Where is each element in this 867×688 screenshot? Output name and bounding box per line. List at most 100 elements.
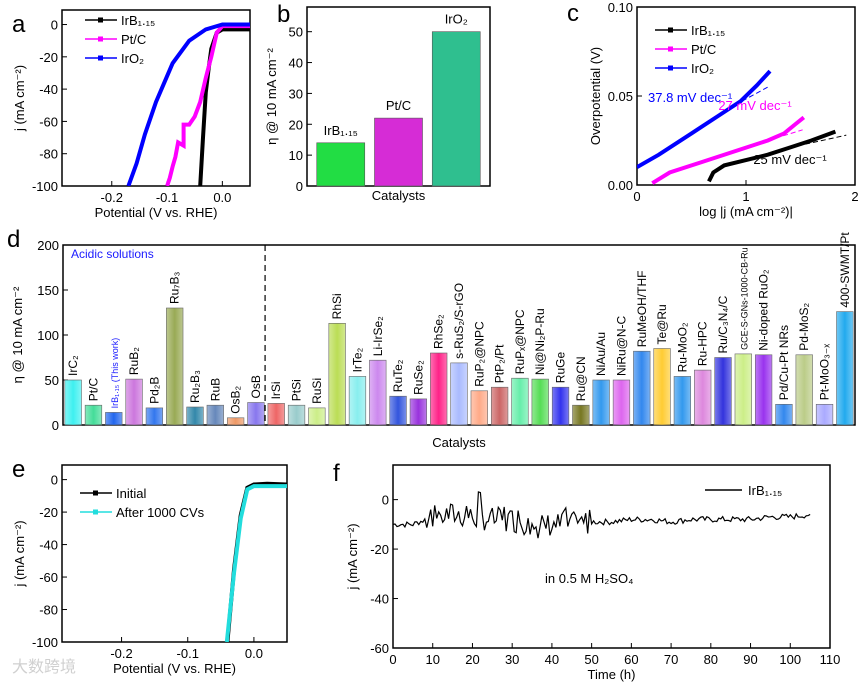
y-tick-label: 0 xyxy=(51,18,58,33)
tafel-slope-annotation: 25 mV dec⁻¹ xyxy=(753,152,827,167)
tafel-slope-annotation: 27 mV dec⁻¹ xyxy=(718,98,792,113)
bar-RuTe₂ xyxy=(389,395,407,426)
y-axis-label: η @ 10 mA cm⁻² xyxy=(10,286,25,383)
bar-RuSe₂ xyxy=(409,398,428,426)
y-tick-label: -80 xyxy=(39,147,58,162)
plot-frame xyxy=(636,6,856,186)
bar-Ni-doped RuO₂ xyxy=(754,354,773,426)
y-tick-label: -60 xyxy=(39,114,58,129)
y-tick-label: 50 xyxy=(45,373,59,388)
y-axis-label: j (mA cm⁻²) xyxy=(345,523,360,590)
panel-d-comparison-bar-chart: d 0 50 100 150 200 Catalysts η @ 10 mA cm⁻² IrC₂… xyxy=(7,226,856,450)
panel-label: a xyxy=(12,11,26,38)
y-tick-label: 200 xyxy=(37,238,59,253)
y-tick-label: 30 xyxy=(289,86,303,101)
bar-NiRu@N-C xyxy=(612,379,631,426)
legend-label: After 1000 CVs xyxy=(116,505,205,520)
fit-line xyxy=(767,129,803,141)
x-tick-label: 100 xyxy=(779,652,801,667)
bar-PtSi xyxy=(287,404,306,426)
bar-label: RuSi xyxy=(310,378,324,404)
legend-marker xyxy=(98,17,103,23)
bar-label: Pt/C xyxy=(386,98,411,113)
legend-marker xyxy=(668,65,673,71)
y-tick-label: -100 xyxy=(32,635,58,650)
y-tick-label: 10 xyxy=(289,148,303,163)
legend-marker xyxy=(93,490,98,496)
panel-label: f xyxy=(333,460,340,487)
bar-Li-IrSe₂ xyxy=(369,359,387,426)
y-tick-label: -40 xyxy=(39,538,58,553)
electrolyte-annotation: in 0.5 M H₂SO₄ xyxy=(545,571,633,586)
bar-IrTe₂ xyxy=(348,376,367,426)
bar-label: Ru₂B₃ xyxy=(188,370,202,403)
bar-label: IrSi xyxy=(269,381,283,399)
y-tick-label: 0.05 xyxy=(608,89,633,104)
y-axis-label: η @ 10 mA cm⁻² xyxy=(264,48,279,145)
legend-marker xyxy=(98,55,103,61)
bar-RuMeOH/THF xyxy=(633,350,651,426)
x-axis-label: log |j (mA cm⁻²)| xyxy=(699,204,793,219)
series-line-IrO₂ xyxy=(637,69,772,169)
bar-NiAu/Au xyxy=(592,379,610,426)
x-tick-label: 0 xyxy=(633,189,640,204)
bar-RuPₓ@NPC xyxy=(511,377,529,426)
x-axis-label: Time (h) xyxy=(588,667,636,682)
fit-line xyxy=(734,86,769,106)
plot-frame xyxy=(392,464,831,649)
bar-label: NiAu/Au xyxy=(594,332,608,376)
x-tick-label: -0.1 xyxy=(156,190,178,205)
y-tick-label: -60 xyxy=(370,641,389,656)
bar-label: Ru@CN xyxy=(574,356,588,401)
x-tick-label: 1 xyxy=(742,189,749,204)
series-line-IrB₁.₁₅ xyxy=(707,129,837,183)
x-tick-label: 20 xyxy=(465,652,479,667)
bar-label: Ru/C₃N₄/C xyxy=(716,295,730,353)
y-tick-label: 0 xyxy=(296,179,303,194)
bar-label: RuB xyxy=(208,378,222,401)
series-line-Pt/C xyxy=(165,24,250,186)
y-axis-label: Overpotential (V) xyxy=(588,47,603,145)
bar-label: NiRu@N-C xyxy=(614,315,628,376)
legend-marker xyxy=(93,509,98,515)
y-tick-label: -20 xyxy=(370,542,389,557)
legend-label: Pt/C xyxy=(691,42,716,57)
panel-e-stability-lsv-chart: e 0 -20 -40 -60 -80 -100 -0.2 -0.1 0.0 Potential (… xyxy=(12,456,288,676)
x-tick-label: 0 xyxy=(389,652,396,667)
legend-label: IrB₁.₁₅ xyxy=(748,483,782,498)
tafel-slope-annotation: 37.8 mV dec⁻¹ xyxy=(648,90,733,105)
legend-label: IrO₂ xyxy=(121,51,144,66)
bar-label: Te@Ru xyxy=(655,304,669,344)
bar-RuB xyxy=(206,404,224,426)
bar-Ru₇B₃ xyxy=(166,307,184,426)
y-tick-label: 150 xyxy=(37,283,59,298)
series-line-After 1000 CVs xyxy=(224,484,287,642)
legend-marker xyxy=(668,27,673,33)
y-tick-label: 100 xyxy=(37,328,59,343)
x-axis-label: Potential (V vs. RHE) xyxy=(95,205,218,220)
bar-RuB₂ xyxy=(125,378,143,426)
x-tick-label: 30 xyxy=(505,652,519,667)
bar-label: Ni-doped RuO₂ xyxy=(757,269,771,351)
bar-label: RuGe xyxy=(554,352,568,384)
y-tick-label: -20 xyxy=(39,50,58,65)
bar-label: RuSe₂ xyxy=(411,360,425,395)
x-axis-label: Catalysts xyxy=(432,435,486,450)
plot-frame xyxy=(61,464,288,643)
y-tick-label: 50 xyxy=(289,25,303,40)
panel-b-overpotential-bar-chart: b 0 10 20 30 40 50 Catalysts η @ 10 mA cm⁻² IrB₁.… xyxy=(264,1,491,203)
bar-RhSe₂ xyxy=(430,352,448,426)
bar-label: GCE-S-GNs-1000-CB-Ru xyxy=(739,247,749,350)
y-tick-label: 40 xyxy=(289,56,303,71)
bar-label: RuTe₂ xyxy=(391,359,405,392)
legend-label: IrO₂ xyxy=(691,61,714,76)
bar-label: 400-SWMT/Pt xyxy=(838,232,852,308)
bar-label: RuP₂@NPC xyxy=(472,321,486,387)
fit-line xyxy=(789,134,847,149)
y-tick-label: -60 xyxy=(39,570,58,585)
bar-Te@Ru xyxy=(653,348,671,426)
bar-Ni@Ni₂P-Ru xyxy=(531,378,549,426)
panel-f-chronoamperometry-chart: f0-20-40-600 10 20 30 40 50 60 70 80 90 100 110Time… xyxy=(333,460,840,682)
series-line-IrB₁.₁₅ xyxy=(198,27,250,186)
